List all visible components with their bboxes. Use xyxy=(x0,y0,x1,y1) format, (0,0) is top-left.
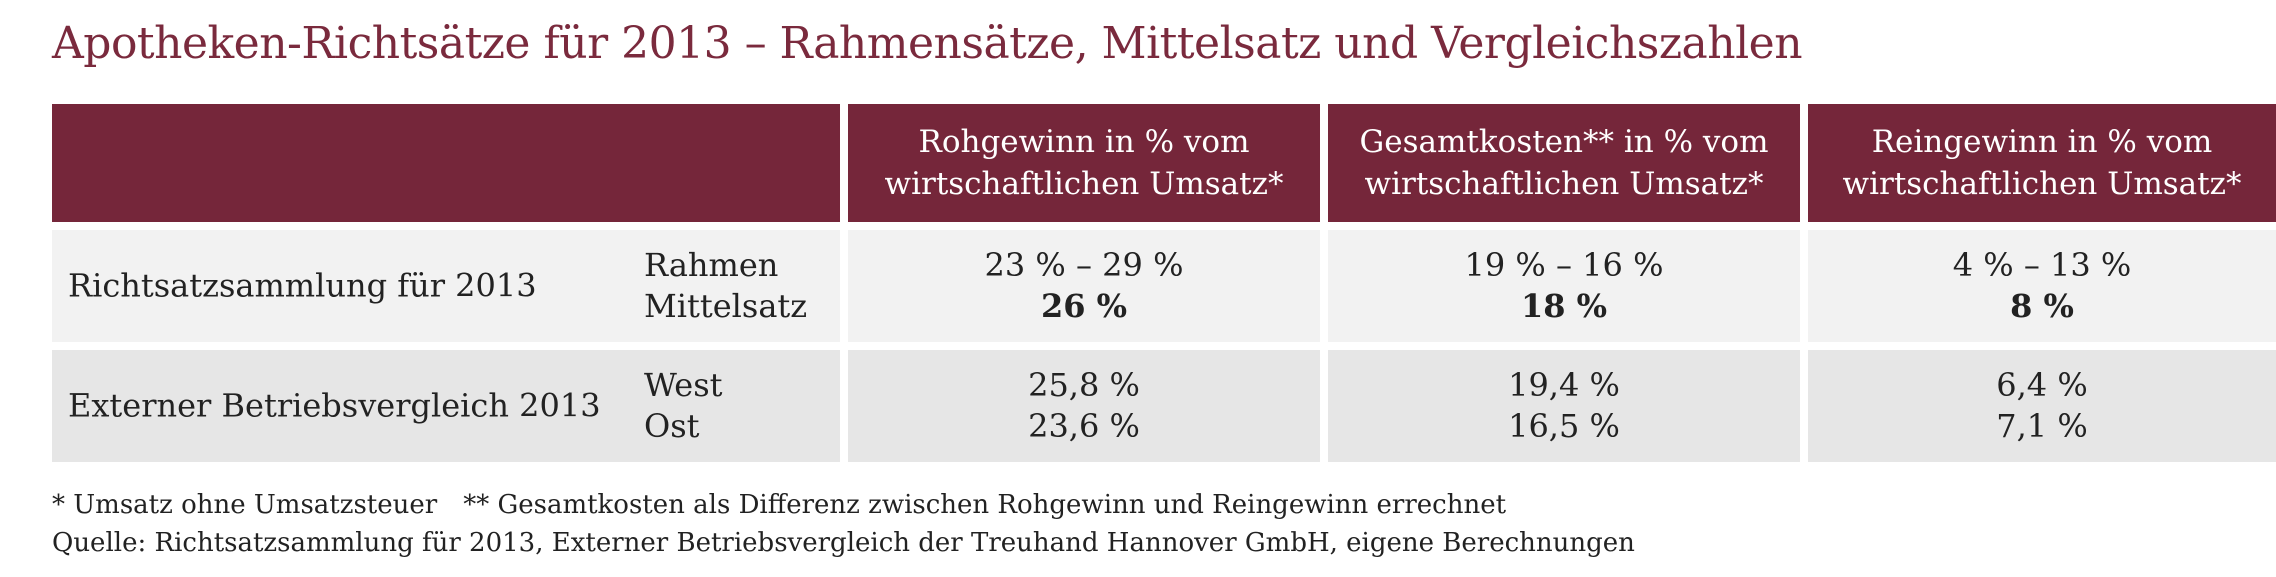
cell-value-west: 25,8 % xyxy=(1028,366,1140,404)
row-sublabels: Rahmen Mittelsatz xyxy=(644,245,807,327)
cell-value-range: 19 % – 16 % xyxy=(1464,246,1664,284)
row-sublabel: West xyxy=(644,366,723,404)
row-sublabels: West Ost xyxy=(644,365,723,447)
header-rohgewinn-line1: Rohgewinn in % vom xyxy=(918,124,1250,160)
row-sublabel: Rahmen xyxy=(644,246,779,284)
table-row: Externer Betriebsvergleich 2013 West Ost… xyxy=(52,350,2276,462)
row-sublabel: Mittelsatz xyxy=(644,287,808,325)
row-sublabel: Ost xyxy=(644,407,700,445)
row-label-cell: Externer Betriebsvergleich 2013 West Ost xyxy=(52,350,840,462)
cell-value-range: 23 % – 29 % xyxy=(984,246,1184,284)
cell-value-mittelsatz: 26 % xyxy=(1040,287,1128,325)
header-reingewinn-line1: Reingewinn in % vom xyxy=(1871,124,2213,160)
header-label-cell xyxy=(52,104,840,230)
header-gesamtkosten-line2: wirtschaftlichen Umsatz* xyxy=(1364,166,1764,202)
cell-gesamtkosten: 19 % – 16 % 18 % xyxy=(1328,230,1800,350)
cell-value-range: 4 % – 13 % xyxy=(1952,246,2132,284)
rates-table: Rohgewinn in % vom wirtschaftlichen Umsa… xyxy=(44,104,2276,462)
header-reingewinn-line2: wirtschaftlichen Umsatz* xyxy=(1842,166,2242,202)
footnotes: * Umsatz ohne Umsatzsteuer ** Gesamtkoste… xyxy=(52,486,1635,562)
header-gesamtkosten: Gesamtkosten** in % vom wirtschaftlichen… xyxy=(1328,104,1800,230)
cell-value-ost: 16,5 % xyxy=(1508,407,1620,445)
table-row: Richtsatzsammlung für 2013 Rahmen Mittel… xyxy=(52,230,2276,350)
cell-value-mittelsatz: 8 % xyxy=(2010,287,2074,325)
cell-reingewinn: 6,4 % 7,1 % xyxy=(1808,350,2276,462)
cell-value-ost: 23,6 % xyxy=(1028,407,1140,445)
cell-rohgewinn: 23 % – 29 % 26 % xyxy=(848,230,1320,350)
page-title: Apotheken-Richtsätze für 2013 – Rahmensä… xyxy=(52,18,1803,69)
row-label: Externer Betriebsvergleich 2013 xyxy=(68,386,601,425)
header-gesamtkosten-line1: Gesamtkosten** in % vom xyxy=(1359,124,1769,160)
cell-gesamtkosten: 19,4 % 16,5 % xyxy=(1328,350,1800,462)
footnote-line: * Umsatz ohne Umsatzsteuer ** Gesamtkoste… xyxy=(52,486,1635,524)
cell-value-ost: 7,1 % xyxy=(1996,407,2088,445)
cell-value-west: 6,4 % xyxy=(1996,366,2088,404)
header-rohgewinn-line2: wirtschaftlichen Umsatz* xyxy=(884,166,1284,202)
footnote-gesamtkosten: ** Gesamtkosten als Differenz zwischen R… xyxy=(463,490,1507,520)
cell-reingewinn: 4 % – 13 % 8 % xyxy=(1808,230,2276,350)
cell-value-mittelsatz: 18 % xyxy=(1520,287,1608,325)
cell-value-west: 19,4 % xyxy=(1508,366,1620,404)
source-line: Quelle: Richtsatzsammlung für 2013, Exte… xyxy=(52,528,1635,558)
table-header-row: Rohgewinn in % vom wirtschaftlichen Umsa… xyxy=(52,104,2276,230)
header-reingewinn: Reingewinn in % vom wirtschaftlichen Ums… xyxy=(1808,104,2276,230)
footnote-umsatz: * Umsatz ohne Umsatzsteuer xyxy=(52,490,438,520)
header-rohgewinn: Rohgewinn in % vom wirtschaftlichen Umsa… xyxy=(848,104,1320,230)
row-label-cell: Richtsatzsammlung für 2013 Rahmen Mittel… xyxy=(52,230,840,350)
row-label: Richtsatzsammlung für 2013 xyxy=(68,266,537,305)
cell-rohgewinn: 25,8 % 23,6 % xyxy=(848,350,1320,462)
